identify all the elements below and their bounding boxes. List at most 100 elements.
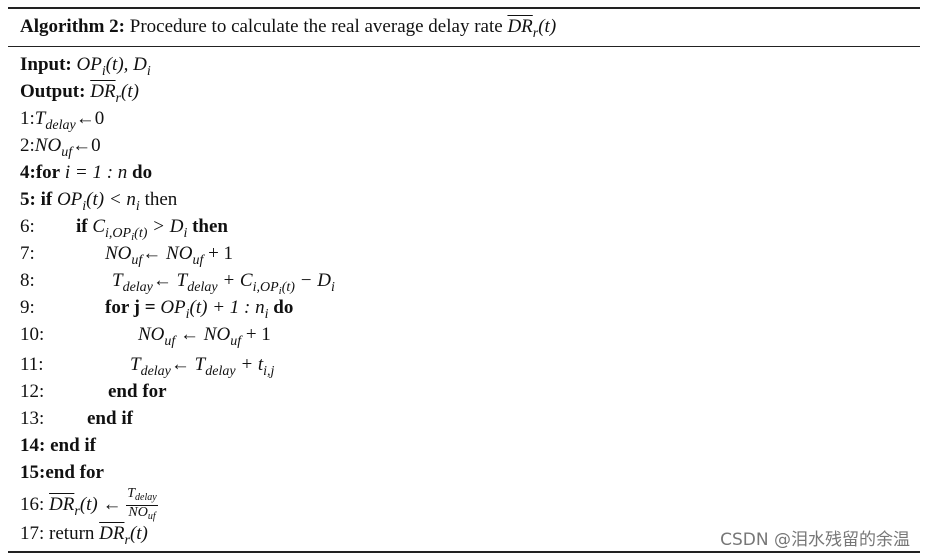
- text-segment: DR: [49, 493, 75, 515]
- text-segment: + 1: [208, 243, 234, 264]
- text-segment: OP: [56, 189, 83, 210]
- text-segment: 11:: [20, 354, 44, 375]
- text-segment: r: [115, 91, 121, 106]
- text-segment: (t): [121, 81, 139, 102]
- line: 7: NOuf← NOuf + 1: [20, 242, 233, 268]
- line: 14: end if: [20, 435, 96, 456]
- text-segment: i: [264, 307, 269, 322]
- text-segment: T: [127, 486, 136, 501]
- line: 13: end if: [20, 407, 133, 431]
- text-segment: 10:: [20, 324, 45, 345]
- line: 17: return DRr(t): [20, 522, 148, 553]
- text-segment: delay: [122, 280, 153, 295]
- line: 15:end for: [20, 462, 104, 483]
- text-segment: T: [34, 108, 46, 129]
- text-segment: uf: [230, 334, 242, 349]
- text-segment: 5: if: [20, 189, 53, 210]
- text-segment: 4:for: [20, 162, 61, 183]
- text-segment: 6:: [20, 216, 35, 237]
- text-segment: end if: [87, 408, 133, 429]
- text-segment: ← T: [170, 354, 206, 375]
- text-segment: 8:: [20, 270, 35, 291]
- text-segment: OP: [76, 54, 102, 75]
- line: 12: end for: [20, 380, 167, 404]
- text-segment: i,j: [263, 364, 275, 379]
- text-segment: + 1: [245, 324, 271, 345]
- line: 11: Tdelay← Tdelay + ti,j: [20, 353, 274, 379]
- text-segment: 17: return: [20, 523, 95, 544]
- text-segment: (t): [281, 280, 295, 295]
- line: 6: if Ci,OPi(t) > Di then: [20, 215, 228, 243]
- text-segment: NO: [138, 324, 165, 345]
- text-segment: NO: [128, 505, 148, 520]
- text-segment: do: [273, 297, 294, 318]
- line: 4:for i = 1 : n do: [20, 161, 152, 185]
- text-segment: Input:: [20, 54, 72, 75]
- watermark: CSDN @泪水残留的余温: [720, 530, 910, 550]
- text-segment: (t): [134, 226, 148, 241]
- text-segment: 12:: [20, 381, 45, 402]
- text-segment: ←0: [75, 108, 105, 129]
- text-segment: delay: [205, 364, 236, 379]
- text-segment: ← T: [152, 270, 188, 291]
- line: 16: DRr(t) ← Tdelay NOuf: [20, 487, 158, 524]
- text-segment: i,OP: [105, 226, 132, 241]
- line: 5: if OPi(t) < ni then: [20, 188, 177, 219]
- text-segment: ← NO: [180, 324, 231, 345]
- text-segment: + C: [222, 270, 253, 291]
- text-segment: delay: [140, 364, 171, 379]
- text-segment: 13:: [20, 408, 45, 429]
- text-segment: i: [330, 280, 335, 295]
- text-segment: Output:: [20, 81, 86, 102]
- line: Output: DRr(t): [20, 80, 139, 111]
- top-rule: [8, 7, 920, 9]
- header-rule: [8, 46, 920, 47]
- text-segment: NO: [34, 135, 62, 156]
- text-segment: i: [278, 285, 282, 297]
- text-segment: (t) < n: [86, 189, 136, 210]
- text-segment: + t: [240, 354, 264, 375]
- text-segment: do: [132, 162, 153, 183]
- line: 8: Tdelay← Tdelay + Ci,OPi(t) − Di: [20, 269, 335, 297]
- text-segment: T: [130, 354, 141, 375]
- text-segment: i: [183, 226, 188, 241]
- header: Algorithm 2: Procedure to calculate the …: [20, 15, 556, 46]
- text-segment: i: [101, 64, 106, 79]
- fraction: Tdelay NOuf: [126, 486, 158, 524]
- text-segment: uf: [147, 511, 156, 522]
- line: 10: NOuf ← NOuf + 1: [20, 323, 271, 349]
- header-text: Procedure to calculate the real average …: [129, 16, 503, 37]
- bottom-rule: [8, 551, 920, 553]
- text-segment: 9:: [20, 297, 35, 318]
- text-segment: if: [76, 216, 88, 237]
- math: (t): [538, 16, 557, 37]
- text-segment: DR: [90, 81, 116, 102]
- text-segment: for j =: [105, 297, 156, 318]
- text-segment: 1:: [20, 108, 35, 129]
- text-segment: ←0: [72, 135, 101, 156]
- text-segment: i: [185, 307, 190, 322]
- text-segment: (t): [129, 523, 148, 544]
- text-segment: i: [131, 231, 135, 243]
- text-segment: T: [112, 270, 123, 291]
- text-segment: then: [144, 189, 178, 210]
- label: Algorithm 2:: [20, 16, 126, 37]
- text-segment: then: [192, 216, 228, 237]
- text-segment: delay: [135, 492, 157, 503]
- text-segment: OP: [160, 297, 186, 318]
- text-segment: delay: [187, 280, 218, 295]
- text-segment: 7:: [20, 243, 35, 264]
- text-segment: i,OP: [252, 280, 279, 295]
- text-segment: uf: [164, 334, 176, 349]
- text-segment: − D: [299, 270, 331, 291]
- text-segment: i: [135, 199, 140, 214]
- text-segment: delay: [45, 118, 76, 133]
- text-segment: 16:: [20, 493, 45, 515]
- text-segment: 2:: [20, 135, 35, 156]
- text-segment: i: [82, 199, 87, 214]
- text-segment: > D: [152, 216, 184, 237]
- math: r: [532, 26, 539, 41]
- text-segment: i: [146, 64, 151, 79]
- text-segment: uf: [131, 253, 143, 268]
